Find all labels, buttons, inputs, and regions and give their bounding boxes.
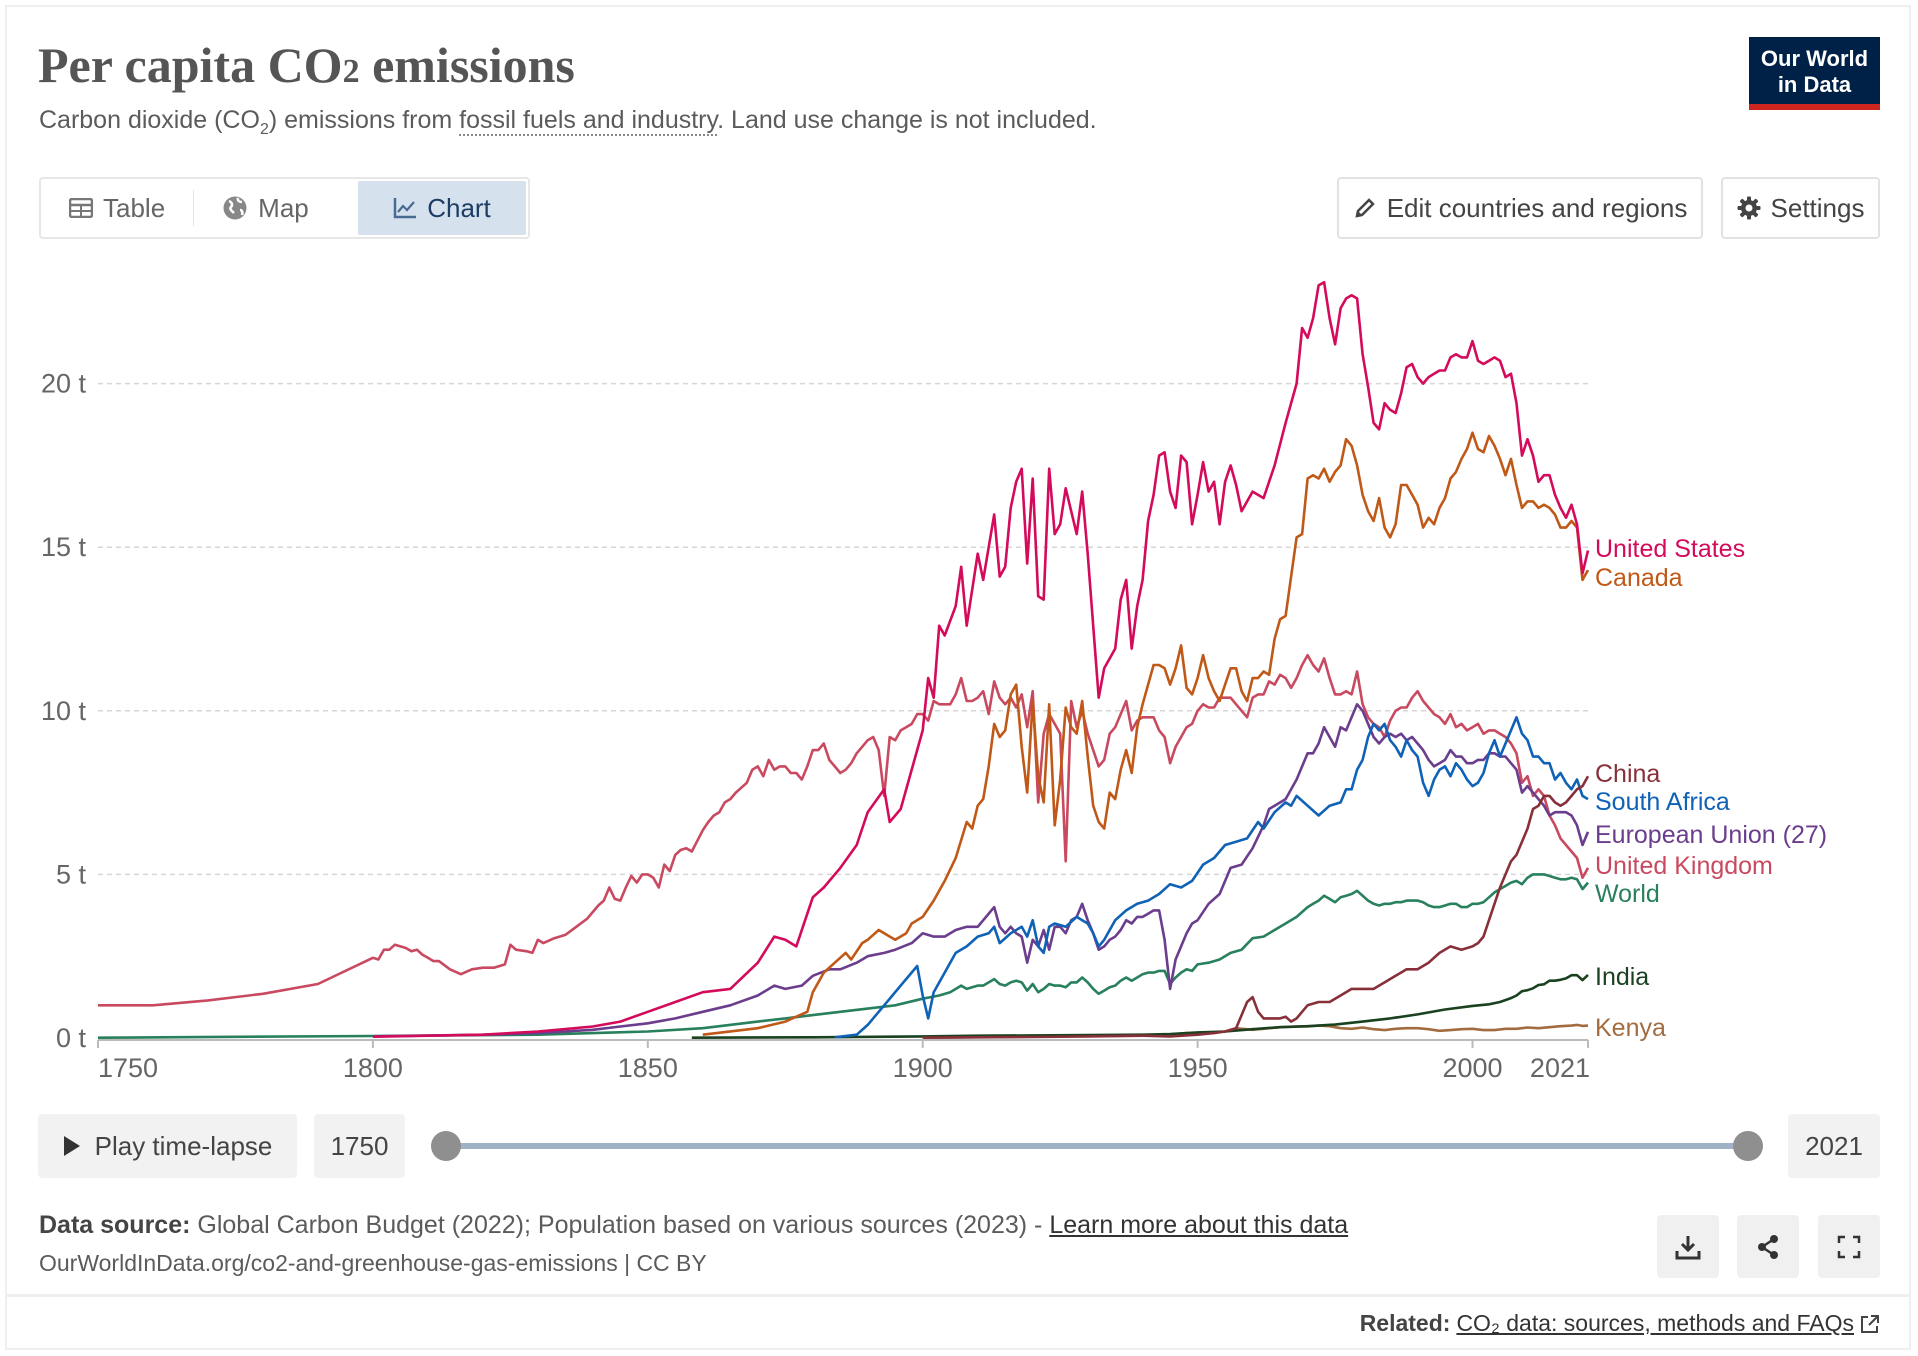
series-line-world: [97, 873, 1589, 1039]
line-chart: 0 t 5 t 10 t 15 t 20 t 1750 1800 1850 1900 1950 20…: [41, 280, 1827, 1083]
y-tick-label: 15 t: [41, 532, 87, 562]
series-line-united-states: [372, 280, 1590, 1038]
series-label: World: [1595, 880, 1660, 908]
start-year-box[interactable]: 1750: [314, 1114, 405, 1178]
download-icon: [1675, 1235, 1701, 1259]
subtitle-subscript: 2: [259, 121, 269, 138]
play-icon: [63, 1136, 80, 1156]
x-tick-label: 2000: [1442, 1053, 1502, 1083]
series-line-canada: [702, 431, 1590, 1036]
y-tick-label: 10 t: [41, 696, 87, 726]
pencil-icon: [1355, 198, 1375, 218]
series-line-china: [922, 775, 1590, 1039]
x-tick-label: 1750: [98, 1053, 158, 1083]
share-icon: [1758, 1234, 1778, 1259]
subtitle-text-end: . Land use change is not included.: [717, 106, 1097, 134]
x-tick-label: 1850: [618, 1053, 678, 1083]
title-text: Per capita CO: [38, 37, 343, 93]
learn-more-link[interactable]: Learn more about this data: [1049, 1211, 1349, 1239]
line-chart-icon: [393, 198, 417, 219]
tab-table[interactable]: Table: [41, 179, 193, 237]
start-handle[interactable]: [431, 1131, 461, 1161]
series-label: Canada: [1595, 564, 1683, 592]
page-title: Per capita CO2 emissions: [38, 36, 575, 94]
tab-map-label: Map: [258, 192, 309, 223]
edit-countries-label: Edit countries and regions: [1386, 192, 1688, 223]
share-button[interactable]: [1737, 1215, 1799, 1278]
series-label: Kenya: [1595, 1014, 1666, 1042]
source-text: Global Carbon Budget (2022); Population …: [190, 1211, 1050, 1239]
download-button[interactable]: [1657, 1215, 1719, 1278]
edit-countries-button[interactable]: Edit countries and regions: [1337, 177, 1703, 239]
series-label: China: [1595, 760, 1660, 788]
title-subscript: 2: [342, 53, 360, 90]
y-tick-label: 0 t: [56, 1023, 87, 1053]
tab-table-label: Table: [103, 192, 166, 223]
footer-divider: [5, 1294, 1911, 1297]
view-tabs: Table Map Chart: [39, 177, 530, 239]
x-tick-label: 1900: [893, 1053, 953, 1083]
x-tick-label: 1950: [1168, 1053, 1228, 1083]
end-year-box[interactable]: 2021: [1788, 1114, 1880, 1178]
fullscreen-icon: [1837, 1235, 1861, 1258]
subtitle-text-mid: ) emissions from: [268, 106, 460, 134]
related-link-row: Related: CO₂ data: sources, methods and …: [1360, 1310, 1880, 1337]
chart-frame: [5, 5, 1911, 1350]
tab-map[interactable]: Map: [194, 179, 337, 237]
play-timelapse-button[interactable]: Play time-lapse: [38, 1114, 297, 1178]
start-year: 1750: [330, 1130, 389, 1161]
tab-chart-label: Chart: [427, 192, 491, 223]
data-source: Data source: Global Carbon Budget (2022)…: [39, 1211, 1348, 1240]
logo-line-1: Our World: [1760, 46, 1869, 71]
globe-icon: [223, 196, 247, 220]
owid-logo[interactable]: Our World in Data: [1749, 37, 1880, 110]
related-label: Related:: [1359, 1310, 1451, 1336]
fullscreen-button[interactable]: [1818, 1215, 1880, 1278]
y-tick-label: 20 t: [41, 369, 87, 399]
series-label: India: [1595, 963, 1649, 991]
fossil-fuels-link[interactable]: fossil fuels and industry: [459, 106, 718, 136]
settings-label: Settings: [1770, 192, 1865, 223]
timeline-track[interactable]: [460, 1143, 1750, 1149]
end-handle[interactable]: [1733, 1131, 1763, 1161]
series-line-european-union-27-: [372, 703, 1590, 1038]
title-text-end: emissions: [359, 37, 575, 93]
logo-line-2: in Data: [1777, 72, 1852, 97]
tab-divider: [193, 190, 195, 226]
series-line-india: [691, 973, 1589, 1039]
gear-icon: [1737, 196, 1761, 220]
y-tick-label: 5 t: [56, 859, 87, 889]
subtitle: Carbon dioxide (CO2) emissions from foss…: [39, 106, 1097, 139]
subtitle-text: Carbon dioxide (CO: [39, 106, 260, 134]
series-label: United Kingdom: [1595, 852, 1773, 880]
series-line-south-africa: [834, 716, 1589, 1039]
x-tick-label: 1800: [343, 1053, 403, 1083]
related-link[interactable]: CO₂ data: sources, methods and FAQs: [1456, 1310, 1854, 1336]
series-label: European Union (27): [1595, 821, 1827, 849]
series-label: South Africa: [1595, 788, 1730, 816]
x-tick-label: 2021: [1530, 1053, 1590, 1083]
external-link-icon: [1861, 1314, 1879, 1333]
series-line-united-kingdom: [98, 653, 1590, 1007]
settings-button[interactable]: Settings: [1721, 177, 1880, 239]
end-year: 2021: [1805, 1130, 1863, 1161]
tab-chart[interactable]: Chart: [358, 181, 526, 235]
series-label: United States: [1595, 535, 1745, 563]
play-label: Play time-lapse: [94, 1130, 273, 1161]
source-label: Data source:: [39, 1211, 191, 1239]
table-icon: [69, 198, 93, 218]
chart-url[interactable]: OurWorldInData.org/co2-and-greenhouse-ga…: [39, 1250, 707, 1276]
